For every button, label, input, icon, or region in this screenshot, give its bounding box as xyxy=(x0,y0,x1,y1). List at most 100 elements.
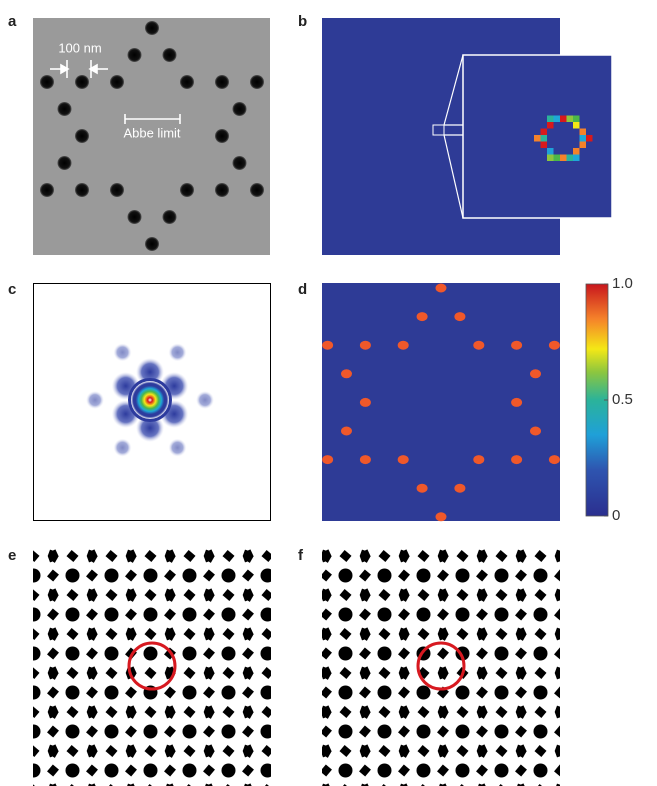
pixel xyxy=(553,154,560,161)
pixel xyxy=(566,115,573,122)
hole xyxy=(215,75,229,89)
hole xyxy=(232,102,247,116)
spot xyxy=(341,369,352,379)
hole xyxy=(40,183,54,197)
hole xyxy=(40,75,54,89)
hole xyxy=(57,156,72,170)
colorbar-ticks: 1.0 0.5 0 xyxy=(604,275,633,524)
spots xyxy=(322,283,560,522)
mask-pattern xyxy=(33,549,271,786)
inset-pixels xyxy=(534,115,593,161)
spot xyxy=(548,455,560,465)
spot xyxy=(454,483,466,493)
hole xyxy=(250,183,264,197)
spot xyxy=(435,512,447,522)
panel-label: b xyxy=(298,13,307,30)
hole xyxy=(232,156,247,170)
pixel xyxy=(573,154,580,161)
psf xyxy=(86,343,214,457)
mask-pattern xyxy=(322,549,560,786)
hole xyxy=(127,48,142,62)
outer-lobe xyxy=(113,343,132,362)
spot xyxy=(359,397,371,407)
spot xyxy=(322,340,334,350)
annotation: 100 nm xyxy=(58,40,101,55)
panel-label: d xyxy=(298,281,307,298)
pixel xyxy=(547,148,554,155)
spot xyxy=(397,340,409,350)
spot xyxy=(322,455,334,465)
pixel xyxy=(560,115,567,122)
outer-lobe xyxy=(196,391,214,409)
highlight-circle xyxy=(127,641,177,691)
pixel xyxy=(547,122,554,129)
central-spot xyxy=(131,381,169,419)
pixel xyxy=(534,135,541,142)
outer-lobe xyxy=(86,391,104,409)
spot xyxy=(435,283,447,293)
hole xyxy=(75,183,89,197)
spot xyxy=(473,455,485,465)
pixel xyxy=(547,115,554,122)
spot xyxy=(530,426,541,436)
tick-label: 1.0 xyxy=(612,275,633,292)
pixel xyxy=(560,154,567,161)
spot xyxy=(341,426,352,436)
pixel xyxy=(540,128,547,135)
spot xyxy=(511,397,523,407)
side-lobe xyxy=(136,358,164,386)
hole xyxy=(110,75,124,89)
pixel xyxy=(579,135,586,142)
panel-label: a xyxy=(8,13,17,30)
pixel xyxy=(573,115,580,122)
panel-label: f xyxy=(298,547,304,564)
hole xyxy=(75,75,89,89)
hole xyxy=(127,210,142,224)
pixel xyxy=(547,154,554,161)
hologram-map xyxy=(322,283,560,521)
scale-annotation xyxy=(50,60,181,124)
spot xyxy=(454,312,466,322)
hole xyxy=(250,75,264,89)
spot xyxy=(416,483,428,493)
outer-lobe xyxy=(168,438,187,457)
spot xyxy=(548,340,560,350)
pixel xyxy=(573,122,580,129)
outer-lobe xyxy=(168,343,187,362)
spot xyxy=(530,369,541,379)
panel-label: c xyxy=(8,281,16,298)
sem-image xyxy=(33,18,270,255)
zoom-lines xyxy=(443,54,464,219)
hole xyxy=(180,183,194,197)
hole xyxy=(110,183,124,197)
hole xyxy=(162,210,177,224)
spot xyxy=(359,455,371,465)
pixel xyxy=(573,148,580,155)
spot xyxy=(473,340,485,350)
pixel xyxy=(566,154,573,161)
spot xyxy=(416,312,428,322)
tick-label: 0.5 xyxy=(612,391,633,408)
hole xyxy=(145,21,159,35)
spot xyxy=(397,455,409,465)
hole xyxy=(75,129,89,143)
pixel xyxy=(540,141,547,148)
spot xyxy=(511,340,523,350)
hole xyxy=(180,75,194,89)
outer-lobe xyxy=(113,438,132,457)
hole xyxy=(162,48,177,62)
pixel xyxy=(579,141,586,148)
spot xyxy=(511,455,523,465)
side-lobe xyxy=(136,414,164,442)
holes xyxy=(40,21,264,251)
pixel xyxy=(553,115,560,122)
hole xyxy=(215,183,229,197)
panel-label: e xyxy=(8,547,16,564)
zoom-box xyxy=(432,124,445,136)
hole xyxy=(215,129,229,143)
annotation: Abbe limit xyxy=(123,125,180,140)
pixel xyxy=(586,135,593,142)
pixel xyxy=(579,128,586,135)
tick-label: 0 xyxy=(612,507,620,524)
